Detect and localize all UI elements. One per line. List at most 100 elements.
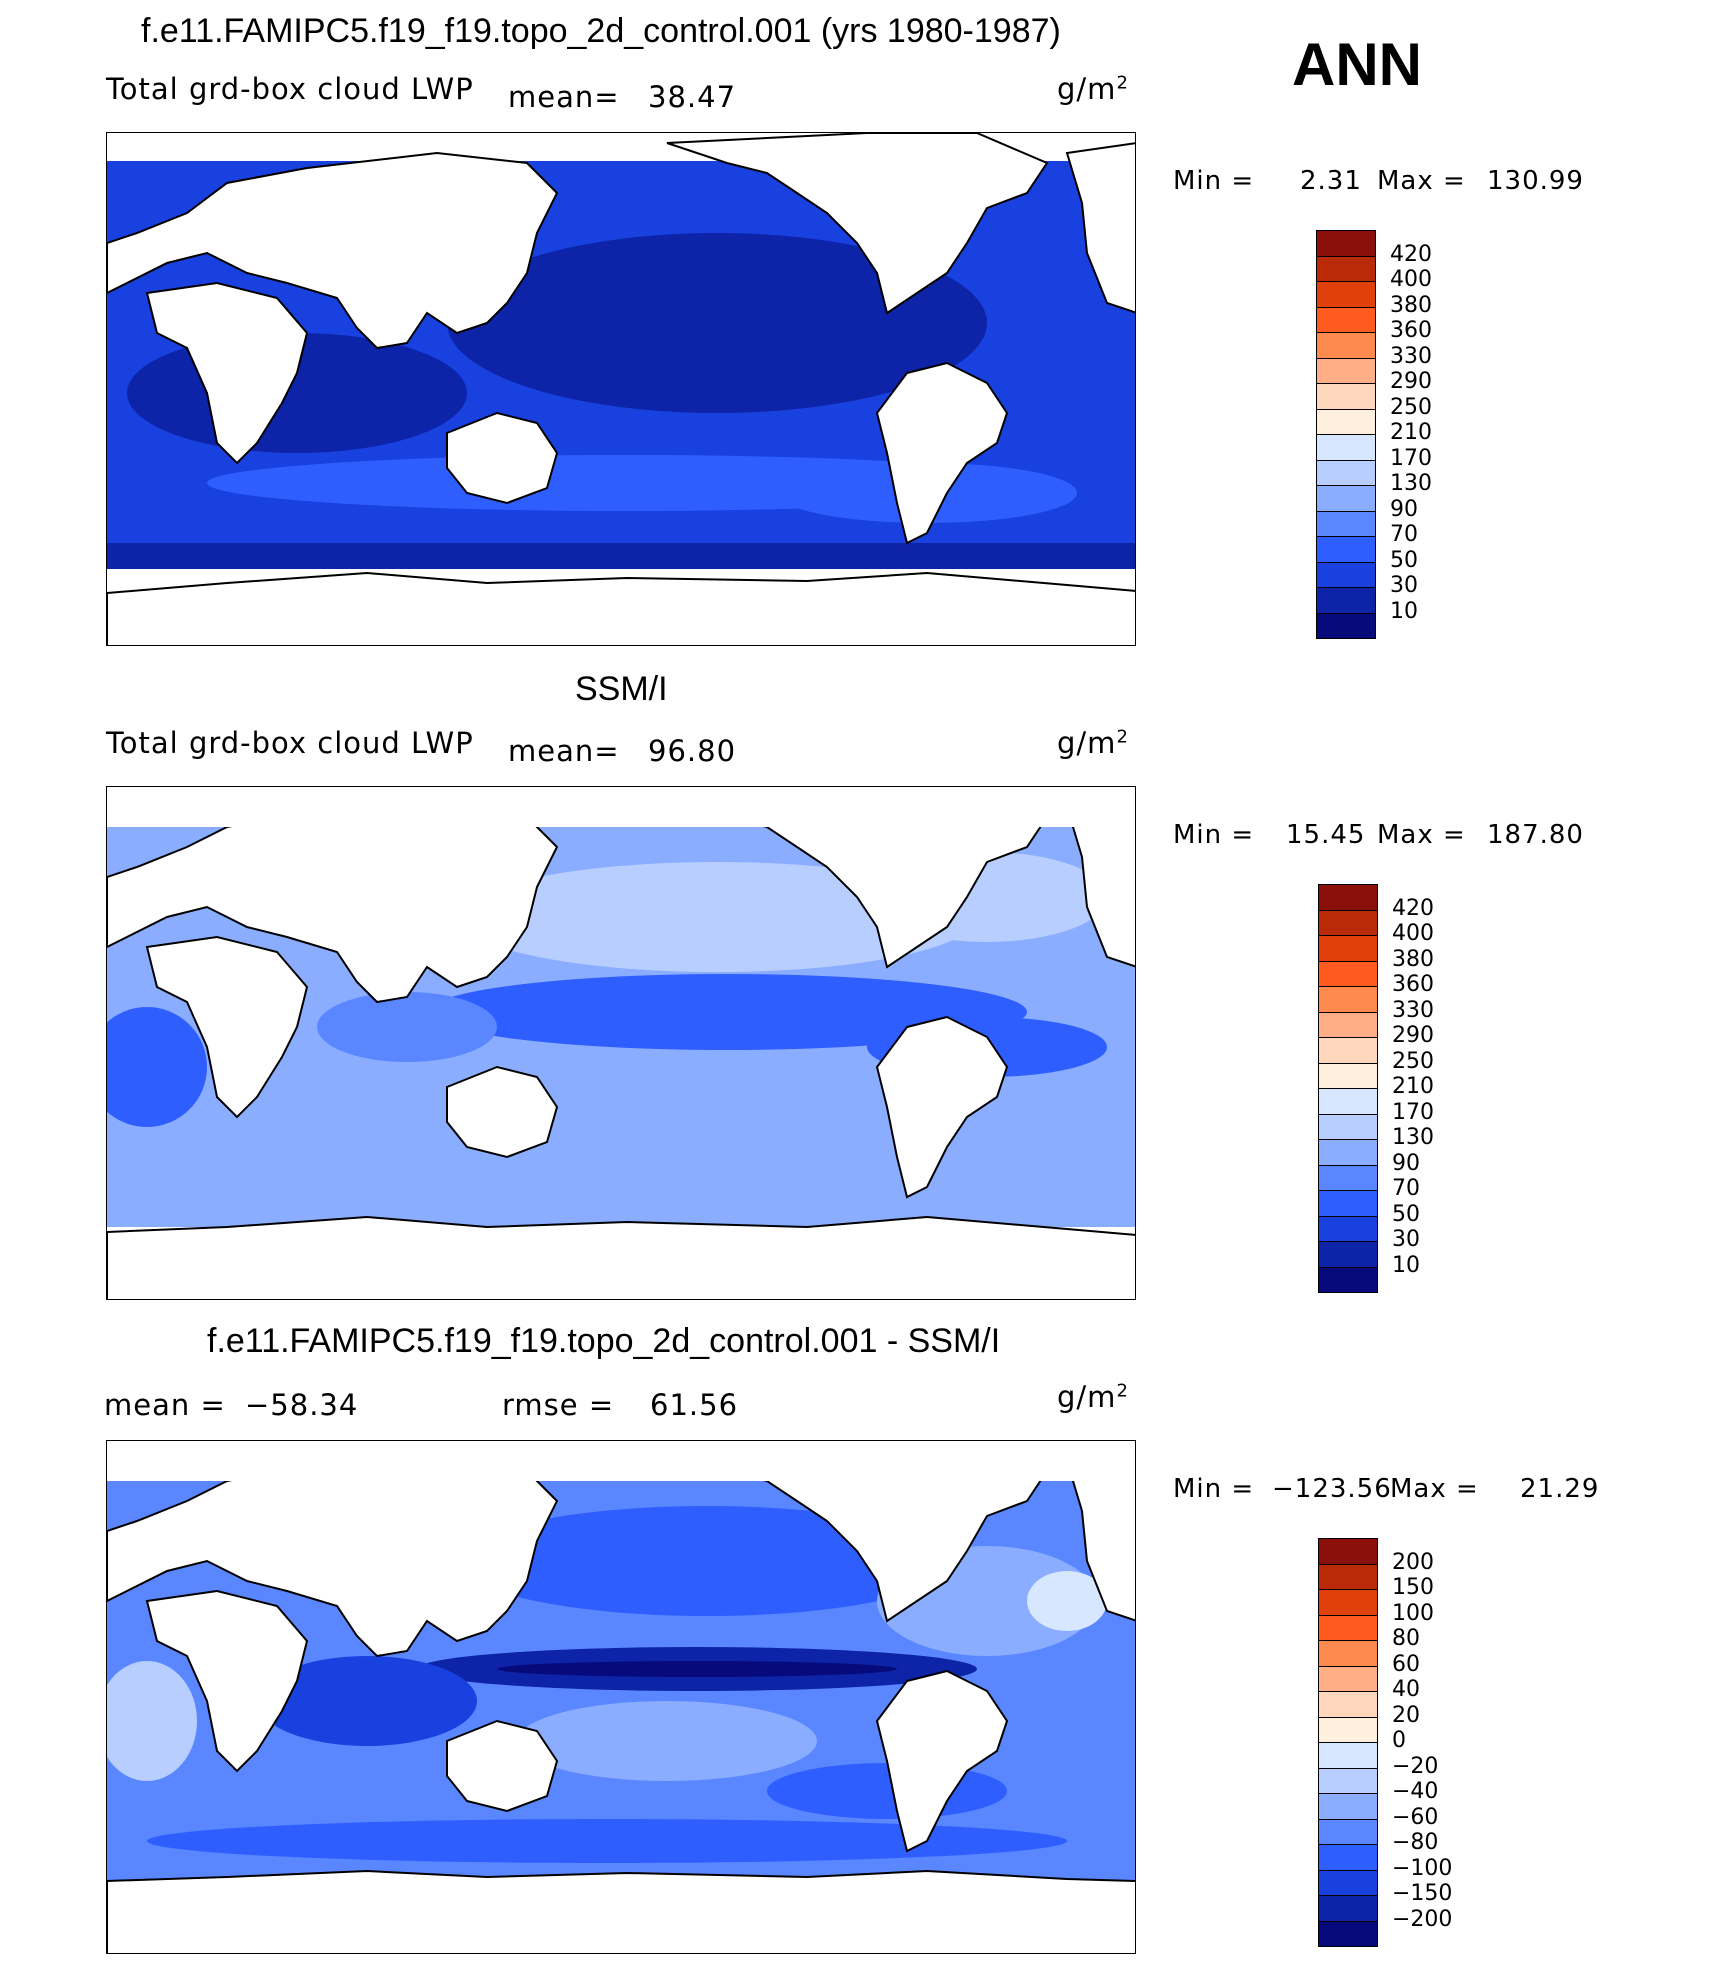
- colorbar-tick-label: 170: [1392, 1099, 1434, 1125]
- panel1-ocean-band: [107, 543, 1135, 569]
- panel3-ocean-band: [257, 1656, 477, 1746]
- colorbar-tick-label: −100: [1392, 1855, 1453, 1881]
- panel2-mean-label: mean=: [508, 734, 620, 768]
- colorbar-tick-label: 400: [1390, 267, 1432, 292]
- colorbar-tick-label: −200: [1392, 1906, 1453, 1932]
- panel1-min-label: Min =: [1173, 166, 1255, 196]
- panel2-ocean-band: [317, 992, 497, 1062]
- colorbar-tick-label: 70: [1390, 522, 1418, 547]
- colorbar-tick-label: −20: [1392, 1753, 1439, 1779]
- panel3-rmse-label: rmse =: [502, 1388, 615, 1422]
- colorbar-swatch: [1316, 332, 1376, 359]
- panel3-map: [106, 1440, 1136, 1954]
- panel3-ocean-band: [767, 1763, 1007, 1819]
- colorbar-swatch: [1318, 1088, 1378, 1115]
- colorbar-tick-label: −60: [1392, 1804, 1439, 1830]
- panel2-variable: Total grd-box cloud LWP: [106, 726, 474, 760]
- colorbar-swatch: [1318, 1742, 1378, 1769]
- colorbar-tick-label: 10: [1392, 1252, 1420, 1278]
- panel3-ocean-band: [1027, 1571, 1107, 1631]
- colorbar-swatch: [1318, 1614, 1378, 1641]
- panel3-max-value: 21.29: [1520, 1474, 1600, 1504]
- colorbar-tick-label: 80: [1392, 1626, 1420, 1651]
- colorbar-swatch: [1316, 561, 1376, 588]
- panel3-ocean-band: [107, 1661, 197, 1781]
- colorbar-tick-label: 100: [1392, 1600, 1434, 1626]
- colorbar-tick-label: −150: [1392, 1881, 1453, 1906]
- panel3-units: g/m2: [1057, 1380, 1129, 1414]
- colorbar-tick-label: 380: [1392, 946, 1434, 972]
- colorbar-tick-label: 150: [1392, 1575, 1434, 1600]
- colorbar-tick-label: 330: [1392, 997, 1434, 1023]
- colorbar-swatch: [1316, 281, 1376, 308]
- colorbar-tick-label: 400: [1392, 921, 1434, 946]
- panel3-mean-label: mean =: [104, 1388, 226, 1422]
- colorbar-swatch: [1318, 1113, 1378, 1140]
- panel2-field: [107, 787, 1135, 1299]
- panel1-units: g/m2: [1057, 72, 1129, 106]
- colorbar-swatch: [1318, 1767, 1378, 1794]
- colorbar-tick-label: 170: [1390, 445, 1432, 471]
- panel2-ocean-band: [457, 862, 977, 972]
- panel1-title: f.e11.FAMIPC5.f19_f19.topo_2d_control.00…: [141, 12, 1061, 50]
- panel1-colorbar: 420 400 380 360 330 290 250 210 170 130 90 70 50 30 10: [1316, 230, 1432, 639]
- colorbar-swatch: [1318, 935, 1378, 962]
- colorbar-swatch: [1316, 510, 1376, 537]
- colorbar-swatch: [1318, 1241, 1378, 1268]
- panel3-ocean-band: [457, 1506, 957, 1616]
- colorbar-tick-label: 420: [1390, 241, 1432, 267]
- colorbar-tick-label: 90: [1392, 1150, 1420, 1176]
- colorbar-swatch: [1318, 1844, 1378, 1871]
- colorbar-swatch: [1318, 1164, 1378, 1191]
- colorbar-tick-label: 130: [1390, 471, 1432, 496]
- panel2-title: SSM/I: [575, 670, 668, 708]
- colorbar-tick-label: 130: [1392, 1125, 1434, 1150]
- units-text: g/m: [1057, 726, 1117, 760]
- panel2-units: g/m2: [1057, 726, 1129, 760]
- colorbar-tick-label: 330: [1390, 343, 1432, 369]
- colorbar-swatch: [1318, 1266, 1378, 1293]
- colorbar-swatch: [1318, 1563, 1378, 1590]
- colorbar-swatch: [1318, 1895, 1378, 1922]
- colorbar-tick-label: 210: [1390, 420, 1432, 445]
- panel1-field: [107, 133, 1135, 645]
- colorbar-swatch: [1316, 255, 1376, 282]
- panel2-continents: [107, 787, 1135, 1299]
- panel2-map: [106, 786, 1136, 1300]
- colorbar-tick-label: 360: [1392, 972, 1434, 997]
- panel2-mean-value: 96.80: [648, 734, 737, 768]
- season-label: ANN: [1292, 31, 1422, 98]
- colorbar-swatch: [1318, 1691, 1378, 1718]
- panel1-mean-value: 38.47: [648, 80, 737, 114]
- colorbar-swatch: [1318, 1589, 1378, 1616]
- colorbar-swatch: [1318, 1215, 1378, 1242]
- panel2-min-label: Min =: [1173, 820, 1255, 850]
- panel3-colorbar: 200 150 100 80 60 40 20 0 −20 −40 −60 −80 −100 −150 −2…: [1318, 1538, 1452, 1947]
- colorbar-tick-label: 30: [1392, 1227, 1420, 1252]
- colorbar-swatch: [1318, 1793, 1378, 1820]
- colorbar-tick-label: 20: [1392, 1702, 1420, 1728]
- panel2-max-label: Max =: [1377, 820, 1466, 850]
- panel3-field: [107, 1441, 1135, 1953]
- panel3-max-label: Max =: [1390, 1474, 1479, 1504]
- panel3-ocean-band: [147, 1819, 1067, 1863]
- colorbar-tick-label: 420: [1392, 895, 1434, 921]
- panel3-min-value: −123.56: [1272, 1474, 1392, 1504]
- panel1-map: [106, 132, 1136, 646]
- colorbar-tick-label: 200: [1392, 1549, 1434, 1575]
- colorbar-tick-label: 70: [1392, 1176, 1420, 1201]
- colorbar-swatch: [1316, 485, 1376, 512]
- colorbar-tick-label: 380: [1390, 292, 1432, 318]
- colorbar-swatch: [1316, 459, 1376, 486]
- colorbar-swatch: [1318, 1869, 1378, 1896]
- colorbar-tick-label: 50: [1390, 547, 1418, 573]
- colorbar-tick-label: 290: [1392, 1023, 1434, 1048]
- panel2-colorbar: 420 400 380 360 330 290 250 210 170 130 90 70 50 30 10: [1318, 884, 1434, 1293]
- colorbar-swatch: [1316, 383, 1376, 410]
- colorbar-swatch: [1316, 357, 1376, 384]
- colorbar-swatch: [1316, 306, 1376, 333]
- colorbar-swatch: [1318, 960, 1378, 987]
- panel1-max-label: Max =: [1377, 166, 1466, 196]
- colorbar-tick-label: 250: [1392, 1048, 1434, 1074]
- units-text: g/m: [1057, 72, 1117, 106]
